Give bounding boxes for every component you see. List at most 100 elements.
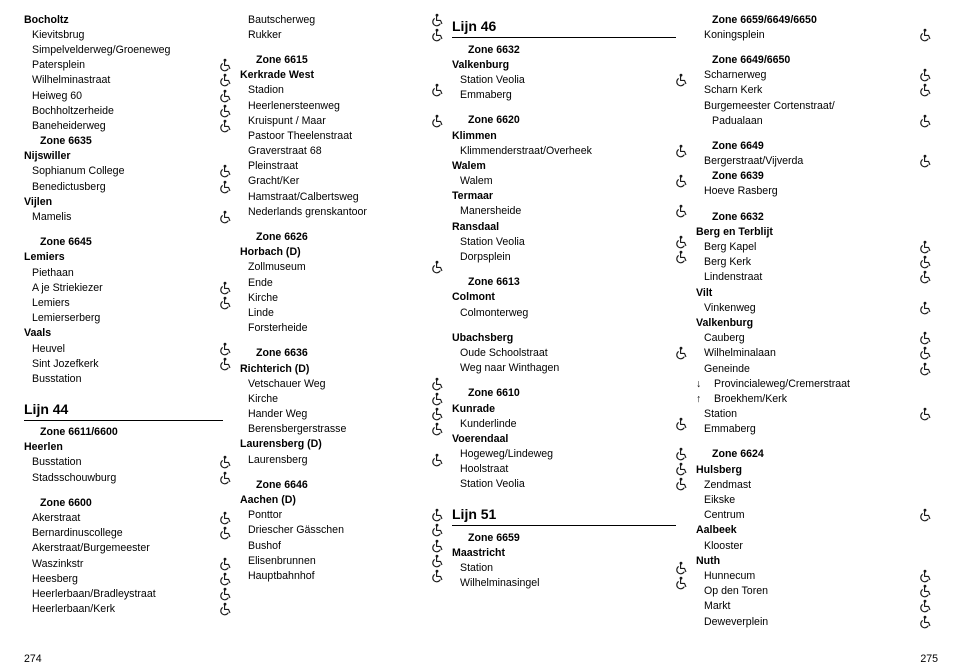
stop-label: Linde: [240, 306, 274, 320]
wheelchair-icon: [918, 569, 932, 583]
stop-row: Stadsschouwburg: [24, 470, 240, 485]
stop-row: Aalbeek: [696, 523, 940, 538]
stop-row: Richterich (D): [240, 361, 452, 376]
stop-row: Mamelis: [24, 209, 240, 224]
wheelchair-icon: [430, 539, 444, 553]
stop-label: Laurensberg: [240, 453, 308, 467]
stop-label: Mamelis: [24, 210, 71, 224]
stop-row: Piethaan: [24, 265, 240, 280]
heading-label: Zone 6613: [452, 275, 520, 289]
wheelchair-icon: [674, 447, 688, 461]
stop-label: Station Veolia: [452, 235, 525, 249]
stop-label: Bushof: [240, 539, 281, 553]
heading-label: Zone 6611/6600: [24, 425, 118, 439]
wheelchair-icon: [918, 584, 932, 598]
line-heading: Lijn 46: [452, 12, 696, 36]
wheelchair-icon: [918, 301, 932, 315]
stop-label: Lemiers: [24, 296, 70, 310]
stop-label: Baneheiderweg: [24, 119, 106, 133]
wheelchair-icon: [218, 296, 232, 310]
stop-row: Nuth: [696, 553, 940, 568]
stop-row: Voerendaal: [452, 431, 696, 446]
wheelchair-icon: [218, 73, 232, 87]
column-1: BocholtzKievitsbrugSimpelvelderweg/Groen…: [24, 12, 240, 665]
stop-row: Station: [696, 407, 940, 422]
stop-row: Berensbergerstrasse: [240, 422, 452, 437]
stop-row: Klimmenderstraat/Overheek: [452, 143, 696, 158]
stop-row: Laurensberg: [240, 452, 452, 467]
heading-label: Zone 6649/6650: [696, 53, 790, 67]
stop-row: Kerkrade West: [240, 68, 452, 83]
heading-label: Ransdaal: [452, 220, 499, 234]
wheelchair-icon: [218, 511, 232, 525]
heading-label: Zone 6636: [240, 346, 308, 360]
wheelchair-icon: [918, 28, 932, 42]
stop-label: Centrum: [696, 508, 745, 522]
stop-row: Vaals: [24, 326, 240, 341]
wheelchair-icon: [918, 346, 932, 360]
stop-label: Lindenstraat: [696, 270, 762, 284]
stop-row: Burgemeester Cortenstraat/: [696, 98, 940, 113]
stop-label: Broekhem/Kerk: [706, 392, 787, 406]
heading-label: Lemiers: [24, 250, 65, 264]
stop-label: Bautscherweg: [240, 13, 315, 27]
stop-row: Zone 6626: [240, 229, 452, 244]
stop-label: Gracht/Ker: [240, 174, 299, 188]
stop-label: Graverstraat 68: [240, 144, 322, 158]
wheelchair-icon: [430, 453, 444, 467]
stop-row: Berg Kerk: [696, 255, 940, 270]
page-number-left: 274: [24, 653, 42, 665]
stop-row: Markt: [696, 599, 940, 614]
wheelchair-icon: [674, 73, 688, 87]
stop-label: Hauptbahnhof: [240, 569, 315, 583]
stop-label: Station Veolia: [452, 73, 525, 87]
stop-row: Geneinde: [696, 361, 940, 376]
wheelchair-icon: [218, 342, 232, 356]
stop-label: Heiweg 60: [24, 89, 82, 103]
wheelchair-icon: [430, 523, 444, 537]
heading-label: Aachen (D): [240, 493, 296, 507]
wheelchair-icon: [918, 615, 932, 629]
column-4: Zone 6659/6649/6650KoningspleinZone 6649…: [696, 12, 940, 665]
stop-row: Kievitsbrug: [24, 27, 240, 42]
wheelchair-icon: [674, 462, 688, 476]
wheelchair-icon: [218, 471, 232, 485]
wheelchair-icon: [218, 557, 232, 571]
heading-label: Zone 6639: [696, 169, 764, 183]
heading-label: Walem: [452, 159, 486, 173]
stop-row: Heerlerbaan/Bradleystraat: [24, 586, 240, 601]
heading-label: Kerkrade West: [240, 68, 314, 82]
heading-label: Zone 6659/6649/6650: [696, 13, 817, 27]
divider: [452, 37, 676, 38]
heading-label: Zone 6645: [24, 235, 92, 249]
stop-label: Pastoor Theelenstraat: [240, 129, 352, 143]
stop-row: Ponttor: [240, 508, 452, 523]
heading-label: Richterich (D): [240, 362, 309, 376]
stop-label: Driescher Gässchen: [240, 523, 344, 537]
stop-label: Waszinkstr: [24, 557, 83, 571]
heading-label: Vijlen: [24, 195, 52, 209]
heading-label: Zone 6600: [24, 496, 92, 510]
stop-row: Pastoor Theelenstraat: [240, 128, 452, 143]
wheelchair-icon: [674, 144, 688, 158]
stop-label: Station: [452, 561, 493, 575]
stop-label: Markt: [696, 599, 730, 613]
stop-row: Scharnerweg: [696, 68, 940, 83]
stop-row: Vinkenweg: [696, 300, 940, 315]
heading-label: Zone 6632: [452, 43, 520, 57]
stop-label: Wilhelminasingel: [452, 576, 539, 590]
stop-row: Akerstraat/Burgemeester: [24, 541, 240, 556]
stop-row: Zendmast: [696, 477, 940, 492]
stop-row: Manersheide: [452, 204, 696, 219]
heading-label: Aalbeek: [696, 523, 737, 537]
heading-label: Voerendaal: [452, 432, 508, 446]
stop-row: Zone 6624: [696, 447, 940, 462]
wheelchair-icon: [918, 508, 932, 522]
wheelchair-icon: [218, 104, 232, 118]
stop-row: Zone 6645: [24, 235, 240, 250]
stop-label: Stadsschouwburg: [24, 471, 116, 485]
wheelchair-icon: [918, 331, 932, 345]
heading-label: Horbach (D): [240, 245, 301, 259]
stop-row: Zollmuseum: [240, 260, 452, 275]
wheelchair-icon: [674, 346, 688, 360]
